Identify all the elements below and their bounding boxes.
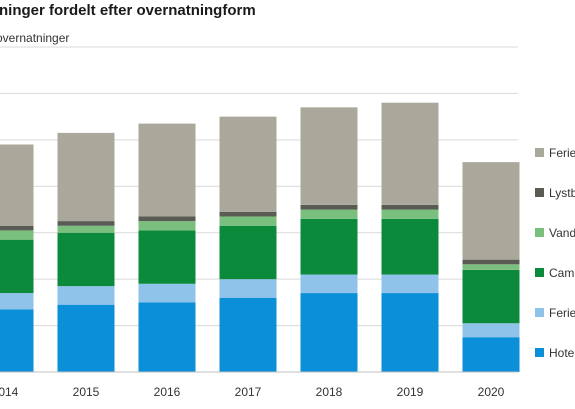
bar-segment-2014-5: [0, 144, 34, 226]
x-tick-label: 2018: [316, 385, 343, 399]
bar-segment-2016-2: [138, 230, 196, 284]
x-tick-label: 2017: [235, 385, 262, 399]
x-tick-labels: 2014 2015 2016 2017 2018 2019 2020: [0, 385, 505, 399]
bar-segment-2017-2: [219, 225, 277, 280]
bar-segment-2020-2: [462, 269, 520, 324]
legend-swatch: [535, 348, 544, 357]
bar-segment-2020-4: [462, 259, 520, 265]
bar-segment-2020-1: [462, 323, 520, 338]
bar-segment-2015-5: [57, 132, 115, 222]
bar-segment-2018-2: [300, 218, 358, 275]
y-axis-label: overnatninger: [0, 31, 70, 45]
bar-segment-2014-1: [0, 293, 34, 310]
bar-segment-2015-1: [57, 286, 115, 305]
bar-segment-2014-0: [0, 309, 34, 372]
legend-swatch: [535, 228, 544, 237]
legend-swatch: [535, 268, 544, 277]
bar-segment-2017-3: [219, 216, 277, 226]
bar-segment-2019-5: [381, 102, 439, 205]
x-tick-label: 2019: [397, 385, 424, 399]
bar-segment-2018-0: [300, 293, 358, 372]
bar-segment-2017-5: [219, 116, 277, 212]
bar-segment-2016-0: [138, 302, 196, 372]
bar-segment-2016-1: [138, 283, 196, 303]
legend-label: Vand: [549, 226, 575, 240]
legend-swatch: [535, 148, 544, 157]
chart-title: tninger fordelt efter overnatningform: [0, 2, 256, 19]
legend-label: Ferie: [549, 146, 575, 160]
bar-segment-2015-2: [57, 232, 115, 287]
legend-swatch: [535, 188, 544, 197]
bar-segment-2020-0: [462, 337, 520, 372]
bar-segment-2019-1: [381, 274, 439, 294]
bar-segment-2018-3: [300, 209, 358, 219]
bar-segment-2015-3: [57, 225, 115, 233]
bar-segment-2014-2: [0, 239, 34, 294]
bar-segment-2014-3: [0, 230, 34, 240]
bar-segment-2016-4: [138, 216, 196, 222]
x-tick-label: 2014: [0, 385, 19, 399]
bar-segment-2017-4: [219, 211, 277, 217]
bar-segment-2017-1: [219, 279, 277, 298]
bar-segment-2019-3: [381, 209, 439, 219]
legend-swatch: [535, 308, 544, 317]
bar-segment-2019-0: [381, 293, 439, 372]
legend-label: Lystb: [549, 186, 575, 200]
legend: Ferie Lystb Vand Cam Ferie Hote: [535, 146, 575, 360]
x-tick-label: 2015: [73, 385, 100, 399]
bar-segment-2020-5: [462, 162, 520, 260]
bar-segment-2020-3: [462, 264, 520, 270]
bar-segment-2015-0: [57, 304, 115, 372]
bars: [0, 102, 520, 372]
legend-label: Cam: [549, 266, 574, 280]
bar-segment-2015-4: [57, 221, 115, 226]
bar-segment-2016-3: [138, 221, 196, 231]
x-tick-label: 2020: [478, 385, 505, 399]
bar-segment-2019-4: [381, 204, 439, 210]
legend-label: Hote: [549, 346, 575, 360]
bar-segment-2018-4: [300, 204, 358, 210]
bar-segment-2018-1: [300, 274, 358, 294]
bar-segment-2014-4: [0, 225, 34, 231]
bar-segment-2016-5: [138, 123, 196, 217]
x-tick-label: 2016: [154, 385, 181, 399]
bar-segment-2018-5: [300, 107, 358, 205]
bar-segment-2017-0: [219, 297, 277, 372]
legend-label: Ferie: [549, 306, 575, 320]
bar-segment-2019-2: [381, 218, 439, 275]
